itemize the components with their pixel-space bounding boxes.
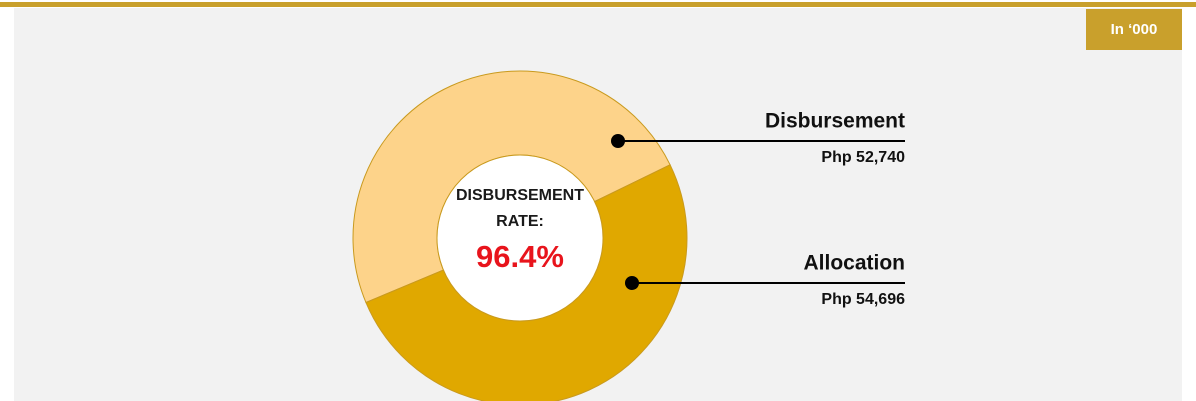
center-label: DISBURSEMENT <box>456 187 584 204</box>
unit-note: In ‘000 <box>1111 21 1158 38</box>
value-label: Php 54,696 <box>821 291 905 308</box>
center-label: RATE: <box>496 213 544 230</box>
legend-label: Disbursement <box>765 110 905 133</box>
unit-badge <box>1086 9 1182 50</box>
callout-dot <box>611 134 625 148</box>
donut-hole <box>436 154 604 322</box>
legend-label: Allocation <box>803 252 905 275</box>
top-bar <box>0 2 1196 7</box>
value-label: Php 52,740 <box>821 149 905 166</box>
callout-dot <box>625 276 639 290</box>
center-value: 96.4% <box>476 239 564 274</box>
